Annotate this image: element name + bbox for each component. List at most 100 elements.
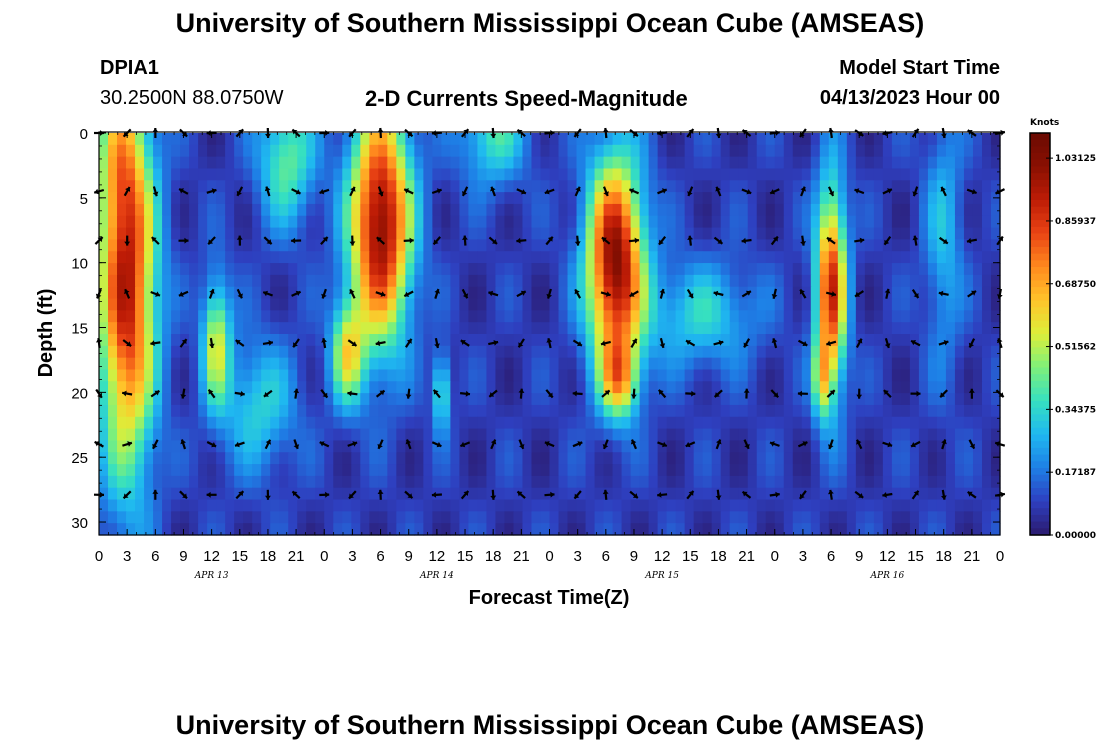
heat-cell [504, 133, 515, 146]
heat-cell [315, 452, 325, 465]
current-arrow [152, 186, 159, 197]
heat-cell [162, 393, 172, 406]
heat-cell [540, 133, 551, 146]
colorbar-tick-label: 0.68750 [1055, 280, 1096, 290]
heat-cell [945, 263, 956, 276]
colorbar-segment [1030, 501, 1050, 509]
heat-cell [594, 133, 605, 146]
x-axis-label: Forecast Time(Z) [469, 587, 630, 609]
heat-cell [909, 215, 920, 229]
heat-cell [567, 251, 578, 264]
heat-cell [225, 168, 235, 181]
heat-cell [153, 227, 163, 241]
heat-cell [702, 192, 713, 205]
heat-cell [801, 369, 812, 382]
heat-cell [144, 487, 154, 501]
heat-cell [765, 523, 776, 536]
heat-cell [450, 227, 460, 241]
heat-cell [153, 523, 163, 536]
heat-cell [810, 215, 821, 229]
heat-cell [360, 357, 370, 371]
arrow-head [349, 289, 355, 295]
arrow-head [349, 493, 354, 499]
heat-cell [450, 334, 460, 347]
heat-cell [198, 310, 208, 323]
heat-cell [990, 345, 1001, 359]
heat-cell [531, 310, 542, 323]
heat-cell [612, 168, 623, 181]
arrow-head [325, 491, 330, 498]
heat-cell [270, 369, 280, 382]
heat-cell [639, 511, 650, 524]
heat-cell [360, 274, 370, 288]
heat-cell [153, 357, 163, 371]
heat-cell [846, 203, 857, 217]
heat-cell [477, 523, 488, 536]
heat-cell [432, 369, 442, 382]
heat-cell [855, 404, 866, 418]
heat-cell [144, 381, 154, 394]
colorbar-segment [1030, 387, 1050, 395]
heat-cell [972, 464, 983, 477]
heat-cell [198, 404, 208, 418]
heat-cell [288, 369, 298, 382]
heat-cell [423, 464, 433, 477]
heat-cell [270, 440, 280, 453]
heat-cell [279, 428, 289, 442]
x-tick-label: 15 [907, 548, 924, 565]
heat-cell [297, 133, 307, 146]
heat-cell [603, 133, 614, 146]
current-arrow [966, 188, 977, 195]
heat-cell [828, 274, 839, 288]
arrow-head [714, 392, 720, 397]
heat-cell [252, 227, 262, 241]
heat-cell [666, 227, 677, 241]
heat-cell [180, 393, 190, 406]
heat-cell [207, 345, 217, 359]
heat-cell [621, 156, 632, 170]
heat-cell [162, 357, 172, 371]
heat-cell [378, 322, 388, 335]
heat-cell [900, 499, 911, 512]
arrow-head [375, 340, 381, 347]
heat-cell [801, 156, 812, 170]
heat-cell [819, 133, 830, 146]
heat-cell [486, 180, 497, 193]
heat-cell [864, 239, 875, 252]
arrow-head [463, 491, 469, 496]
heat-cell [360, 511, 370, 524]
heat-cell [432, 215, 442, 229]
heat-cell [162, 180, 172, 193]
heat-cell [756, 523, 767, 536]
heat-cell [243, 487, 253, 501]
heat-cell [333, 180, 343, 193]
heat-cell [855, 180, 866, 193]
arrow-head [347, 390, 352, 397]
heat-cell [855, 263, 866, 276]
y-tick-label: 10 [71, 256, 88, 273]
heat-cell [207, 464, 217, 477]
heat-cell [594, 475, 605, 489]
heat-cell [558, 452, 569, 465]
heat-cell [360, 487, 370, 501]
heat-cell [729, 215, 740, 229]
heat-cell [540, 251, 551, 264]
heat-cell [576, 144, 587, 158]
current-arrow [743, 338, 751, 348]
heat-cell [981, 381, 992, 394]
arrow-head [799, 289, 805, 295]
heat-cell [369, 239, 379, 252]
heat-cell [153, 393, 163, 406]
heat-cell [729, 440, 740, 453]
heat-cell [189, 393, 199, 406]
heat-cell [945, 274, 956, 288]
current-arrow [516, 237, 527, 244]
heat-cell [450, 322, 460, 335]
heat-cell [108, 416, 118, 430]
heat-cell [297, 263, 307, 276]
heat-cell [954, 203, 965, 217]
heat-cell [936, 381, 947, 394]
heat-cell [288, 203, 298, 217]
heat-cell [684, 369, 695, 382]
arrow-head [1000, 129, 1005, 136]
